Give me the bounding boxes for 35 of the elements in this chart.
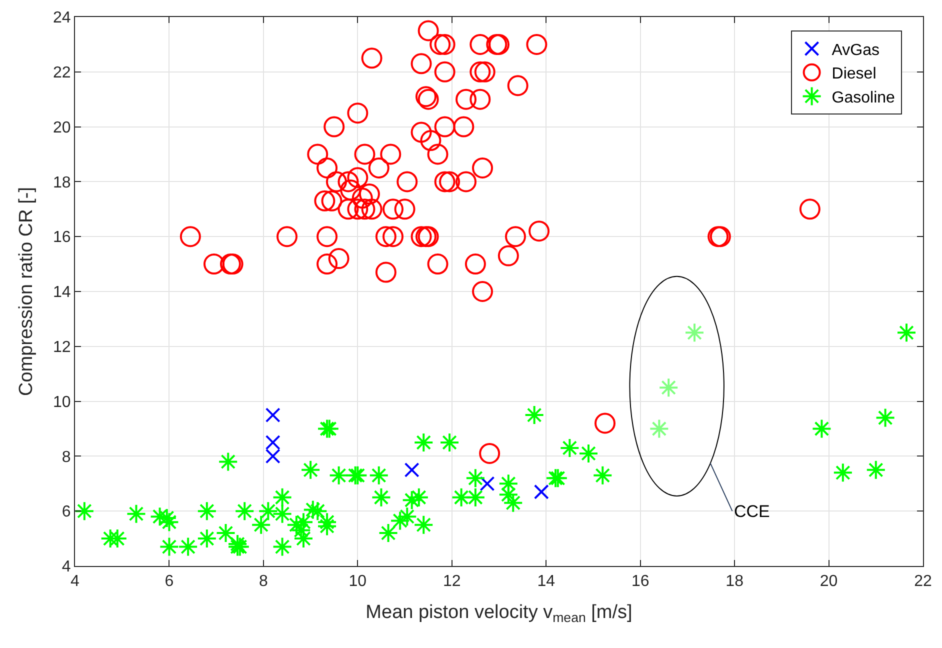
x-tick-label: 16 [631,573,650,590]
y-tick-label: 12 [53,339,71,356]
x-axis-title: Mean piston velocity v$_{mean}$ [m/s] [366,602,632,625]
y-tick-label: 22 [53,64,71,82]
y-tick-label: 10 [53,394,71,411]
point [404,462,420,478]
point [534,484,549,500]
legend-label: Gasoline [832,89,896,106]
x-tick-label: 8 [258,573,268,590]
point [265,448,280,464]
y-tick-label: 6 [62,504,71,521]
y-tick-label: 20 [53,119,71,136]
y-axis-title: Compression ratio CR [-] [16,186,37,396]
legend-label: AvGas [832,42,880,59]
point [480,476,495,492]
y-tick-label: 8 [62,448,71,466]
point [684,322,705,343]
point [658,378,679,398]
x-tick-label: 10 [348,573,367,590]
y-tick-label: 16 [53,229,71,246]
x-tick-label: 18 [726,573,744,590]
y-tick-label: 18 [53,174,71,192]
annotation: CCE [734,502,770,521]
legend-label: Diesel [832,66,876,83]
x-tick-label: 14 [537,573,556,590]
point [265,408,280,423]
x-tick-label: 12 [442,573,461,590]
point [265,434,280,450]
y-tick-label: 4 [62,558,71,576]
x-tick-label: 20 [820,573,838,590]
y-tick-label: 14 [53,284,71,302]
x-tick-label: 6 [164,573,174,590]
point [649,418,670,439]
x-tick-label: 22 [914,573,932,590]
y-tick-label: 24 [53,10,71,27]
